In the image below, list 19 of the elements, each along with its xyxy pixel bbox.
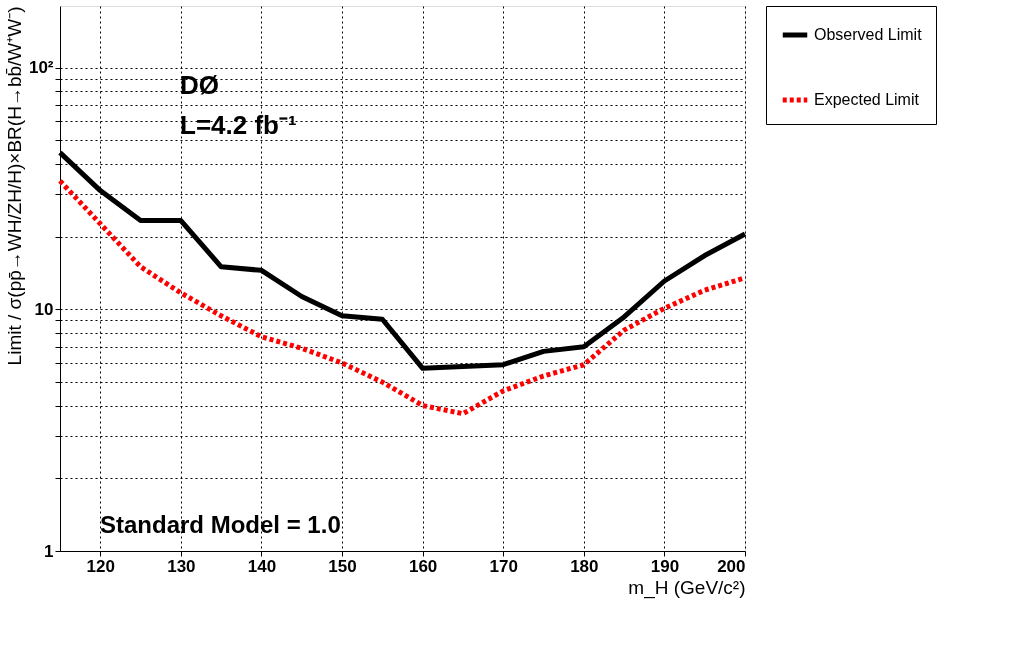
x-tick-label: 140 — [247, 556, 277, 576]
annotation: L=4.2 fb⁻¹ — [180, 110, 297, 140]
x-tick-label: 170 — [489, 556, 518, 576]
x-axis-title: m_H (GeV/c²) — [628, 576, 746, 599]
legend-label: Expected Limit — [814, 91, 920, 108]
annotation: Standard Model = 1.0 — [100, 511, 341, 538]
x-tick-label: 120 — [86, 556, 115, 576]
x-tick-label: 200 — [717, 556, 746, 576]
y-tick-label: 10 — [34, 299, 54, 319]
annotation: DØ — [180, 70, 219, 100]
x-tick-label: 150 — [328, 556, 357, 576]
y-tick-label: 10² — [28, 58, 54, 78]
legend-label: Observed Limit — [814, 26, 923, 43]
y-axis-title: Limit / σ(pp̄→WH/ZH/H)×BR(H→bb̄/W⁺W⁻) — [3, 6, 25, 366]
x-tick-label: 190 — [650, 556, 680, 576]
x-tick-label: 180 — [570, 556, 599, 576]
x-tick-label: 160 — [408, 556, 438, 576]
y-tick-label: 1 — [44, 541, 54, 561]
x-tick-label: 130 — [167, 556, 196, 576]
